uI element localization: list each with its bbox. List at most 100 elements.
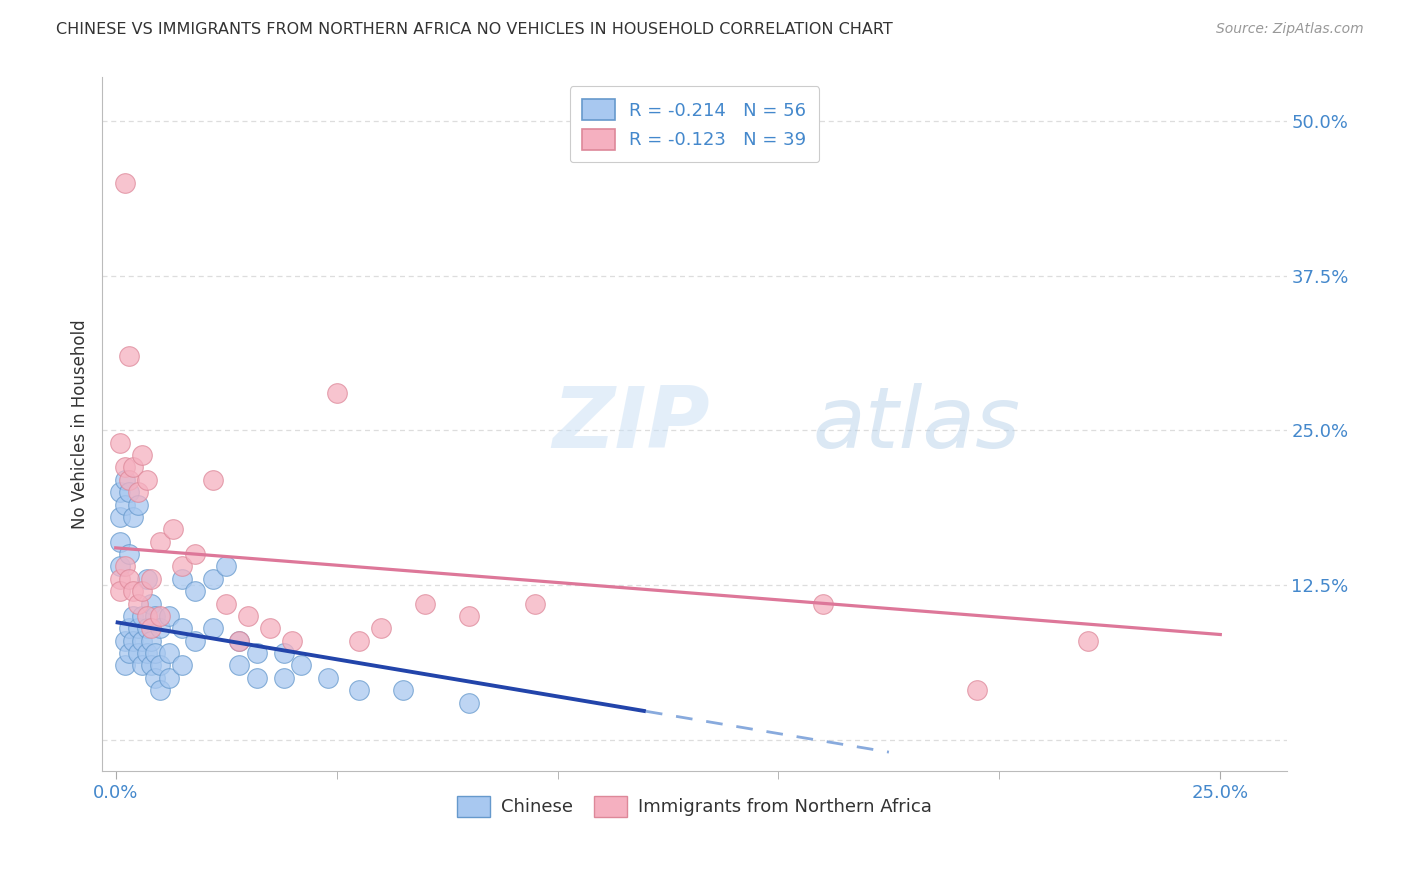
Point xyxy=(184,584,207,599)
Point xyxy=(108,584,131,599)
Point xyxy=(246,646,269,660)
Point xyxy=(108,485,131,500)
Point xyxy=(811,597,834,611)
Point xyxy=(108,534,131,549)
Point xyxy=(325,386,347,401)
Text: CHINESE VS IMMIGRANTS FROM NORTHERN AFRICA NO VEHICLES IN HOUSEHOLD CORRELATION : CHINESE VS IMMIGRANTS FROM NORTHERN AFRI… xyxy=(56,22,893,37)
Point xyxy=(966,683,988,698)
Point xyxy=(228,633,250,648)
Point xyxy=(118,485,141,500)
Y-axis label: No Vehicles in Household: No Vehicles in Household xyxy=(72,319,89,529)
Point xyxy=(170,621,193,635)
Text: Source: ZipAtlas.com: Source: ZipAtlas.com xyxy=(1216,22,1364,37)
Point xyxy=(149,683,172,698)
Point xyxy=(127,485,149,500)
Point xyxy=(259,621,281,635)
Point xyxy=(149,621,172,635)
Point xyxy=(157,646,180,660)
Point xyxy=(108,572,131,586)
Point xyxy=(184,547,207,561)
Point xyxy=(118,621,141,635)
Point xyxy=(215,559,238,574)
Point xyxy=(458,609,481,624)
Point xyxy=(118,473,141,487)
Point xyxy=(139,572,162,586)
Point xyxy=(149,658,172,673)
Point xyxy=(118,547,141,561)
Point xyxy=(228,633,250,648)
Point xyxy=(201,572,224,586)
Text: ZIP: ZIP xyxy=(553,383,710,466)
Point xyxy=(139,658,162,673)
Point xyxy=(170,658,193,673)
Point xyxy=(135,473,157,487)
Point xyxy=(122,633,145,648)
Point xyxy=(184,633,207,648)
Point xyxy=(114,559,136,574)
Point xyxy=(145,646,167,660)
Point xyxy=(139,597,162,611)
Point xyxy=(131,609,153,624)
Point xyxy=(157,609,180,624)
Point xyxy=(135,572,157,586)
Point xyxy=(246,671,269,685)
Point xyxy=(127,597,149,611)
Text: atlas: atlas xyxy=(813,383,1021,466)
Point xyxy=(1077,633,1099,648)
Point xyxy=(170,559,193,574)
Point xyxy=(118,646,141,660)
Point xyxy=(201,621,224,635)
Point xyxy=(281,633,304,648)
Legend: Chinese, Immigrants from Northern Africa: Chinese, Immigrants from Northern Africa xyxy=(450,789,939,824)
Point xyxy=(127,498,149,512)
Point xyxy=(524,597,547,611)
Point xyxy=(127,646,149,660)
Point xyxy=(118,572,141,586)
Point xyxy=(122,460,145,475)
Point xyxy=(162,522,184,536)
Point xyxy=(114,658,136,673)
Point xyxy=(149,534,172,549)
Point xyxy=(149,609,172,624)
Point xyxy=(228,658,250,673)
Point xyxy=(215,597,238,611)
Point xyxy=(114,176,136,190)
Point xyxy=(238,609,260,624)
Point xyxy=(201,473,224,487)
Point xyxy=(131,658,153,673)
Point xyxy=(131,584,153,599)
Point xyxy=(114,473,136,487)
Point xyxy=(135,646,157,660)
Point xyxy=(108,435,131,450)
Point xyxy=(127,621,149,635)
Point xyxy=(290,658,312,673)
Point xyxy=(273,646,295,660)
Point xyxy=(170,572,193,586)
Point xyxy=(135,609,157,624)
Point xyxy=(114,460,136,475)
Point xyxy=(108,509,131,524)
Point xyxy=(108,559,131,574)
Point xyxy=(145,609,167,624)
Point xyxy=(114,498,136,512)
Point xyxy=(139,621,162,635)
Point xyxy=(347,633,370,648)
Point xyxy=(131,633,153,648)
Point xyxy=(139,633,162,648)
Point xyxy=(392,683,415,698)
Point xyxy=(122,509,145,524)
Point xyxy=(347,683,370,698)
Point xyxy=(413,597,436,611)
Point xyxy=(135,621,157,635)
Point xyxy=(131,448,153,462)
Point xyxy=(273,671,295,685)
Point xyxy=(458,696,481,710)
Point xyxy=(370,621,392,635)
Point xyxy=(122,584,145,599)
Point xyxy=(145,671,167,685)
Point xyxy=(316,671,339,685)
Point xyxy=(118,349,141,363)
Point xyxy=(114,633,136,648)
Point xyxy=(122,609,145,624)
Point xyxy=(157,671,180,685)
